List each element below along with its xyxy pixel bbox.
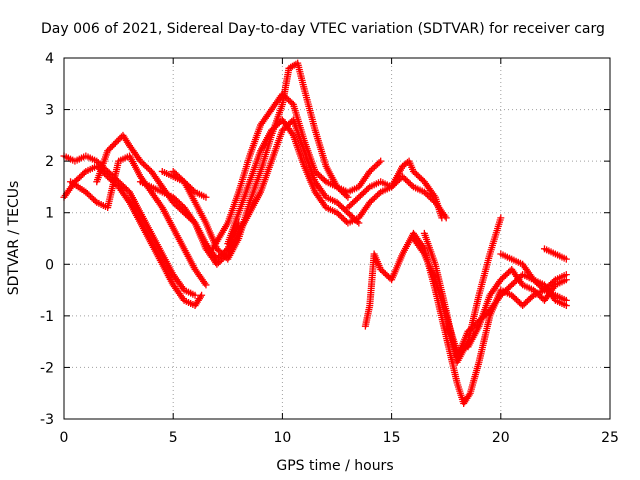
series-track-n xyxy=(442,271,570,361)
x-tick-label: 20 xyxy=(492,430,510,446)
chart-title: Day 006 of 2021, Sidereal Day-to-day VTE… xyxy=(41,21,605,37)
data-point xyxy=(528,293,536,301)
series-track-d xyxy=(93,131,243,263)
data-point xyxy=(105,145,113,153)
y-tick-label: 1 xyxy=(45,206,54,222)
series-track-j xyxy=(344,157,446,222)
data-point xyxy=(288,99,296,107)
data-point xyxy=(110,141,118,149)
data-point xyxy=(114,136,122,144)
data-points xyxy=(60,59,570,408)
data-point xyxy=(191,291,199,299)
data-point xyxy=(91,197,99,205)
data-point xyxy=(108,142,116,150)
data-point xyxy=(104,147,112,155)
plot-frame xyxy=(63,57,611,420)
data-point xyxy=(364,184,372,192)
x-axis-label: GPS time / hours xyxy=(276,458,393,474)
data-point xyxy=(107,144,115,152)
data-point xyxy=(375,190,383,198)
data-point xyxy=(562,302,570,310)
data-point xyxy=(562,255,570,263)
x-tick-label: 5 xyxy=(169,430,178,446)
data-point xyxy=(111,139,119,147)
axis-ticks xyxy=(63,57,611,420)
y-tick-label: 0 xyxy=(45,257,54,273)
y-tick-label: -3 xyxy=(40,412,54,428)
x-tick-label: 10 xyxy=(273,430,291,446)
x-tick-label: 0 xyxy=(60,430,69,446)
data-point xyxy=(377,157,385,165)
series-track-o xyxy=(497,250,570,294)
data-point xyxy=(408,181,416,189)
data-point xyxy=(375,159,383,167)
data-point xyxy=(497,214,505,222)
series-track-h xyxy=(209,90,385,253)
data-point xyxy=(202,281,210,289)
data-point xyxy=(550,277,558,285)
tick-labels: 0 5 10 15 20 25 -3 -2 -1 0 1 2 3 4 xyxy=(40,51,619,446)
data-point xyxy=(198,291,206,299)
y-tick-label: 4 xyxy=(45,51,54,67)
y-tick-label: 3 xyxy=(45,103,54,119)
series-track-k xyxy=(361,229,570,408)
series-track-i xyxy=(224,116,450,248)
data-point xyxy=(321,176,329,184)
data-point xyxy=(80,169,88,177)
y-tick-label: 2 xyxy=(45,154,54,170)
series-track-g xyxy=(169,59,352,263)
series-track-p xyxy=(540,245,570,263)
y-tick-label: -2 xyxy=(40,360,54,376)
series-track-c xyxy=(67,152,210,289)
data-point xyxy=(202,193,210,201)
x-tick-label: 25 xyxy=(601,430,619,446)
series-track-e xyxy=(136,116,363,268)
x-tick-label: 15 xyxy=(383,430,401,446)
y-axis-label: SDTVAR / TECUs xyxy=(6,181,22,296)
y-tick-label: -1 xyxy=(40,309,54,325)
data-point xyxy=(438,214,446,222)
data-point xyxy=(562,271,570,279)
data-point xyxy=(113,138,121,146)
